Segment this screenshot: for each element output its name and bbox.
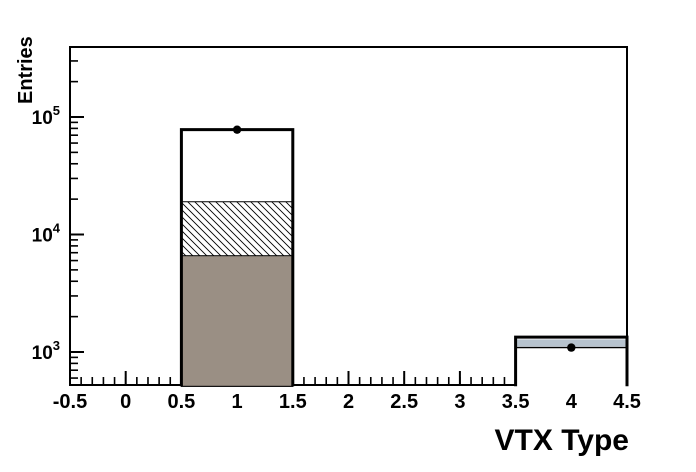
- x-tick-label: 1: [232, 391, 243, 413]
- x-tick-label: 3.5: [502, 391, 530, 413]
- y-axis-title: Entries: [15, 36, 37, 104]
- y-tick-label: 103: [32, 338, 60, 364]
- x-tick-label: -0.5: [53, 391, 87, 413]
- plot-frame: [69, 46, 628, 386]
- x-tick-label: 0: [120, 391, 131, 413]
- x-tick-label: 4.5: [613, 391, 641, 413]
- x-tick-label: 2.5: [390, 391, 418, 413]
- x-tick-label: 0.5: [167, 391, 195, 413]
- data-point-marker: [567, 343, 576, 352]
- x-tick-label: 4: [566, 391, 578, 413]
- brown-histogram-bar: [180, 255, 294, 387]
- x-axis-title: VTX Type: [494, 424, 629, 457]
- data-point-marker: [232, 125, 242, 134]
- blue-histogram-band: [515, 339, 627, 347]
- x-tick-label: 1.5: [279, 391, 307, 413]
- x-tick-label: 3: [454, 391, 465, 413]
- y-tick-label: 105: [32, 103, 60, 129]
- y-tick-label: 104: [32, 221, 61, 247]
- x-tick-label: 2: [343, 391, 354, 413]
- total-histogram-outline: [514, 335, 629, 387]
